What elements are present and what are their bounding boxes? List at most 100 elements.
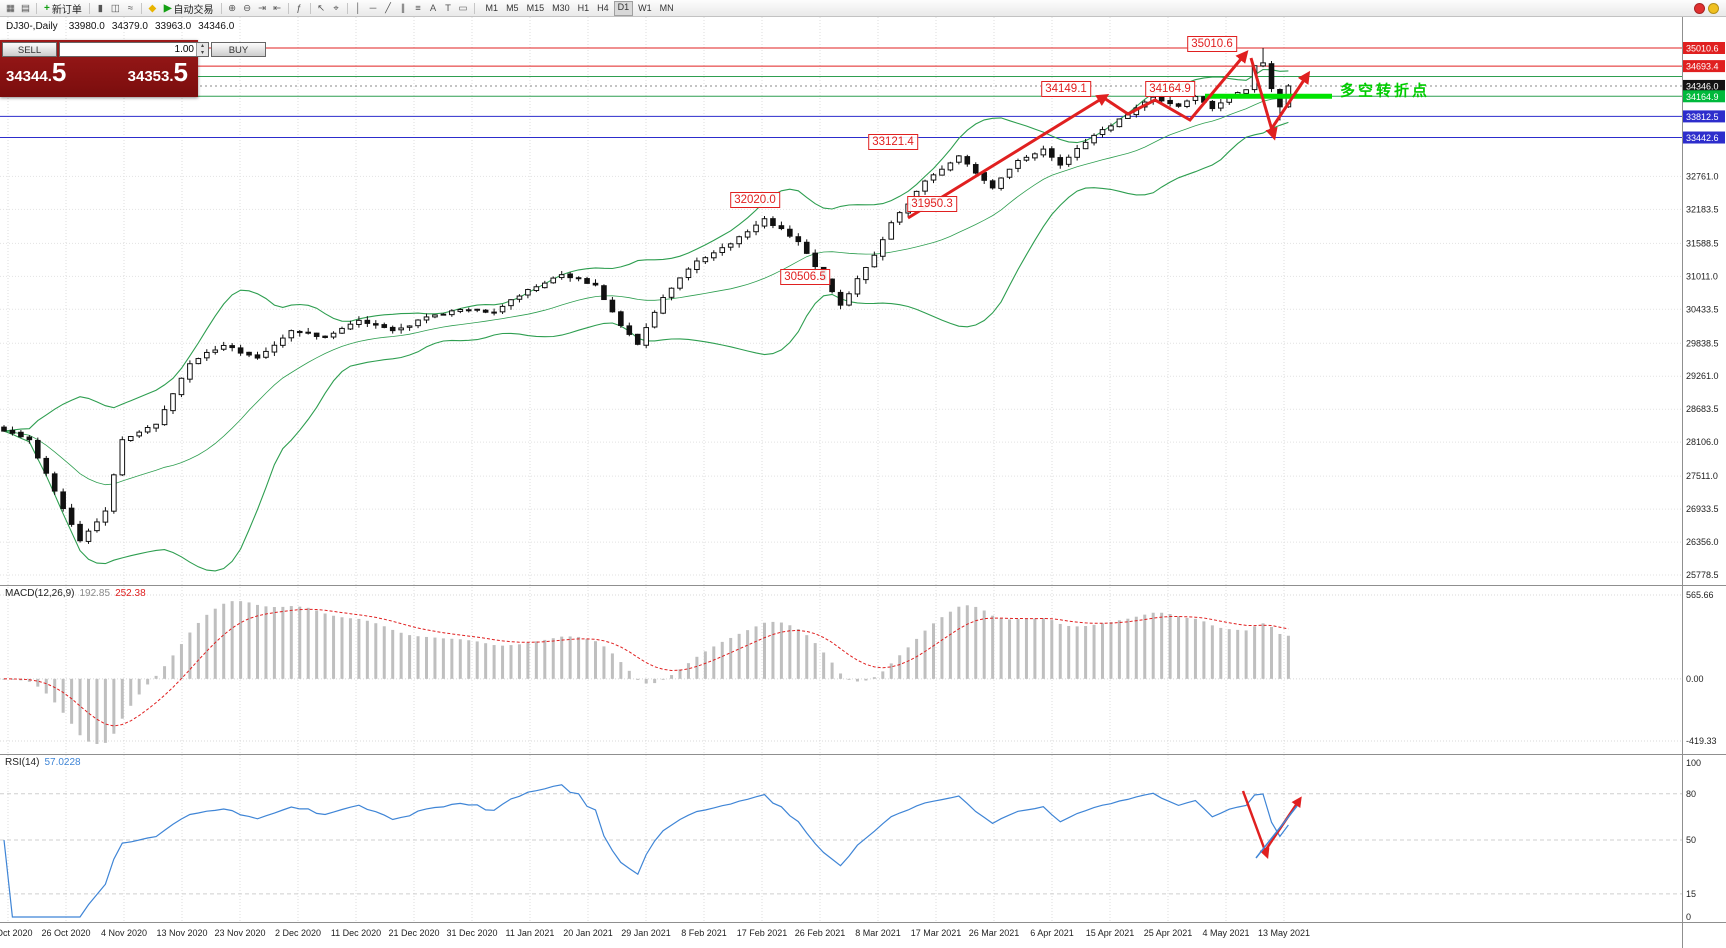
new-order-button[interactable]: + 新订单 (40, 1, 86, 16)
indicators-icon[interactable]: ƒ (292, 1, 307, 16)
fibonacci-icon[interactable]: ≡ (411, 1, 426, 16)
zoom-in-icon[interactable]: ⊕ (225, 1, 240, 16)
svg-text:26 Mar 2021: 26 Mar 2021 (969, 928, 1020, 938)
scroll-to-end-icon[interactable]: ⇥ (255, 1, 270, 16)
svg-text:100: 100 (1686, 758, 1701, 768)
svg-text:26356.0: 26356.0 (1686, 537, 1719, 547)
svg-text:15 Apr 2021: 15 Apr 2021 (1086, 928, 1135, 938)
svg-text:29838.5: 29838.5 (1686, 338, 1719, 348)
svg-text:11 Dec 2020: 11 Dec 2020 (331, 928, 381, 938)
timeframe-d1[interactable]: D1 (613, 0, 634, 16)
channel-icon[interactable]: ∥ (396, 1, 411, 16)
rsi-drop-arrow[interactable] (1241, 790, 1270, 859)
candlestick-chart-icon[interactable]: ◫ (108, 1, 123, 16)
bar-chart-icon[interactable]: ▮ (93, 1, 108, 16)
price-callout[interactable]: 35010.6 (1187, 36, 1237, 52)
vertical-line-icon[interactable]: │ (351, 1, 366, 16)
rsi-blue-segment[interactable] (1255, 805, 1298, 859)
svg-text:17 Feb 2021: 17 Feb 2021 (737, 928, 788, 938)
svg-text:13 May 2021: 13 May 2021 (1258, 928, 1310, 938)
toolbar-separator (287, 2, 289, 14)
turning-point-label[interactable]: 多空转折点 (1340, 82, 1431, 100)
profiles-icon[interactable]: ▤ (18, 1, 33, 16)
open-value: 33980.0 (68, 21, 105, 32)
svg-text:26933.5: 26933.5 (1686, 504, 1719, 514)
timeframe-m5[interactable]: M5 (506, 2, 519, 13)
history-icon: ◆ (148, 2, 156, 14)
svg-text:0: 0 (1686, 912, 1691, 922)
price-callout[interactable]: 32020.0 (730, 192, 780, 208)
text-icon[interactable]: A (426, 1, 441, 16)
price-callout[interactable]: 31950.3 (907, 196, 957, 212)
sell-price-main: 34344. (6, 68, 52, 85)
new-chart-icon[interactable]: ▦ (3, 1, 18, 16)
price-callout[interactable]: 34149.1 (1041, 81, 1091, 97)
history-icon[interactable]: ◆ (145, 1, 160, 16)
timeframe-h1[interactable]: H1 (577, 2, 590, 13)
price-callout[interactable]: 33121.4 (868, 134, 918, 150)
svg-text:565.66: 565.66 (1686, 590, 1714, 600)
rsi-rebound-arrow[interactable] (1263, 796, 1302, 852)
line-chart-icon[interactable]: ≈ (123, 1, 138, 16)
symbol-period-label: DJ30-,Daily (6, 21, 58, 32)
svg-text:25 Apr 2021: 25 Apr 2021 (1144, 928, 1193, 938)
timeframe-h4[interactable]: H4 (597, 2, 609, 13)
volume-box: ▴ ▾ (59, 42, 209, 57)
timeframe-mn[interactable]: MN (659, 2, 674, 13)
price-callout[interactable]: 30506.5 (780, 269, 830, 285)
rebound-arrow[interactable] (1268, 70, 1311, 132)
zoom-out-icon[interactable]: ⊖ (240, 1, 255, 16)
grid (0, 17, 1682, 922)
cursor-icon: ↖ (317, 2, 326, 14)
svg-text:21 Dec 2020: 21 Dec 2020 (388, 928, 439, 938)
new-order-button: + (44, 2, 50, 14)
timeframe-w1[interactable]: W1 (638, 2, 652, 13)
cursor-icon[interactable]: ↖ (314, 1, 329, 16)
macd-signal-line (3, 608, 1289, 727)
macd-main-value: 192.85 (79, 588, 111, 599)
text-icon: A (429, 2, 437, 14)
status-icon[interactable] (1708, 2, 1719, 14)
timeframe-m15[interactable]: M15 (526, 2, 545, 13)
timeframe-m1[interactable]: M1 (485, 2, 499, 13)
svg-text:50: 50 (1686, 835, 1696, 845)
volume-down-button[interactable]: ▾ (197, 49, 208, 56)
toolbar-right-group (1694, 2, 1723, 14)
volume-input[interactable] (60, 43, 196, 56)
auto-trading-button-label: 自动交易 (173, 4, 214, 16)
svg-text:34693.4: 34693.4 (1686, 62, 1719, 72)
svg-text:33442.6: 33442.6 (1686, 133, 1719, 143)
crosshair-icon[interactable]: ⌖ (329, 1, 344, 16)
svg-text:13 Nov 2020: 13 Nov 2020 (156, 928, 207, 938)
sell-button[interactable]: SELL (2, 42, 57, 57)
fibonacci-icon: ≡ (415, 2, 421, 14)
timeframe-m30[interactable]: M30 (552, 2, 570, 13)
svg-text:80: 80 (1686, 789, 1696, 799)
horizontal-line-icon[interactable]: ─ (366, 1, 381, 16)
indicators-icon: ƒ (296, 2, 302, 14)
sell-price-pips: 5 (51, 57, 67, 87)
buy-button[interactable]: BUY (211, 42, 266, 57)
trendline-icon[interactable]: ╱ (381, 1, 396, 16)
alert-icon[interactable] (1694, 2, 1705, 14)
close-value: 34346.0 (198, 21, 235, 32)
buy-price-main: 34353. (127, 68, 174, 85)
svg-text:29261.0: 29261.0 (1686, 371, 1719, 381)
macd-indicator-label: MACD(12,26,9) 192.85 252.38 (5, 588, 146, 599)
annotation-arrows[interactable] (907, 50, 1311, 859)
drop-arrow[interactable] (1249, 57, 1278, 141)
toolbar: ▦ ▤ + 新订单 ▮ ◫ ≈ ◆ ▶ 自动交易 ⊕ ⊖ ⇥ ⇤ ƒ ↖ ⌖ │ ─ ╱ ∥ ≡ A T ▭ M1 M5 M15 M3… (0, 0, 1726, 17)
svg-text:17 Mar 2021: 17 Mar 2021 (911, 928, 962, 938)
svg-text:8 Mar 2021: 8 Mar 2021 (855, 928, 901, 938)
volume-up-button[interactable]: ▴ (197, 43, 208, 50)
svg-text:29 Jan 2021: 29 Jan 2021 (621, 928, 671, 938)
svg-text:31011.0: 31011.0 (1686, 271, 1718, 281)
label-icon[interactable]: T (441, 1, 456, 16)
auto-trading-button[interactable]: ▶ 自动交易 (160, 1, 218, 16)
shapes-icon[interactable]: ▭ (456, 1, 471, 16)
chart-shift-icon[interactable]: ⇤ (270, 1, 285, 16)
toolbar-left-group: ▦ ▤ + 新订单 ▮ ◫ ≈ ◆ ▶ 自动交易 ⊕ ⊖ ⇥ ⇤ ƒ ↖ ⌖ │ ─ ╱ ∥ ≡ A T ▭ (3, 1, 478, 16)
rsi-value: 57.0228 (44, 757, 81, 768)
price-callout[interactable]: 34164.9 (1145, 81, 1195, 97)
